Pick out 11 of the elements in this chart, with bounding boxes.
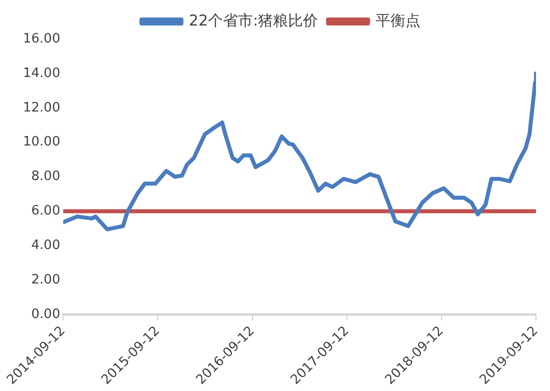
y-tick-label: 8.00 xyxy=(31,169,60,184)
y-tick-label: 0.00 xyxy=(31,306,60,322)
legend-label: 平衡点 xyxy=(376,11,421,30)
y-tick-label: 2.00 xyxy=(31,272,60,288)
y-tick-label: 10.00 xyxy=(23,134,60,150)
y-tick-label: 16.00 xyxy=(23,31,60,46)
legend-label: 22个省市:猪粮比价 xyxy=(188,11,318,30)
y-tick-label: 6.00 xyxy=(31,204,60,219)
y-tick-label: 4.00 xyxy=(31,238,60,254)
y-tick-label: 12.00 xyxy=(23,100,60,116)
y-tick-label: 14.00 xyxy=(23,66,60,81)
